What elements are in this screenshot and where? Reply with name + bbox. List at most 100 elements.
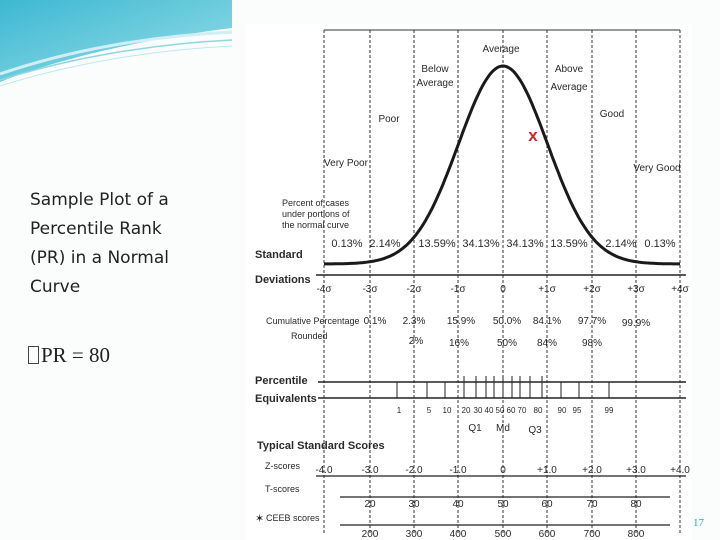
z-label: Z-scores xyxy=(265,461,301,471)
z-tick-3: -2.0 xyxy=(405,465,423,476)
page-number: 17 xyxy=(693,517,704,529)
t-tick-70: 70 xyxy=(586,499,598,510)
ceeb-tick-600: 600 xyxy=(539,529,556,540)
z-tick-9: +4.0 xyxy=(670,465,690,476)
pr-marker: x xyxy=(528,126,538,145)
percent-1: 0.13% xyxy=(331,238,362,250)
pct-tick-70: 70 xyxy=(518,406,527,415)
percent-cases-label-2: under portions of xyxy=(282,209,350,219)
rounded-3: 50% xyxy=(497,338,517,349)
percent-2: 2.14% xyxy=(369,238,400,250)
label-poor: Poor xyxy=(378,114,400,125)
quartile-md: Md xyxy=(496,423,510,434)
ceeb-label: CEEB scores xyxy=(266,513,320,523)
percent-3: 13.59% xyxy=(418,238,456,250)
ceeb-tick-200: 200 xyxy=(362,529,379,540)
sd-tick-+4: +4σ xyxy=(671,284,689,295)
cumulative-5: 84.1% xyxy=(533,316,561,327)
ceeb-star-icon: ✶ xyxy=(255,513,264,525)
pct-tick-5: 5 xyxy=(427,406,432,415)
z-tick-1: -4.0 xyxy=(315,465,333,476)
rounded-2: 16% xyxy=(449,338,469,349)
pct-tick-40: 40 xyxy=(485,406,494,415)
z-tick-7: +2.0 xyxy=(582,465,602,476)
label-very-good: Very Good xyxy=(633,163,680,174)
sd-tick-+2: +2σ xyxy=(583,284,601,295)
sd-tick--1: -1σ xyxy=(450,284,466,295)
sd-tick--4: -4σ xyxy=(316,284,332,295)
sd-label-1: Standard xyxy=(255,249,303,261)
cumulative-4: 50.0% xyxy=(493,316,521,327)
z-tick-8: +3.0 xyxy=(626,465,646,476)
percent-7: 2.14% xyxy=(605,238,636,250)
sd-tick-0: 0 xyxy=(500,284,506,295)
pct-tick-60: 60 xyxy=(507,406,516,415)
pct-tick-99: 99 xyxy=(605,406,614,415)
pct-tick-30: 30 xyxy=(474,406,483,415)
z-tick-5: 0 xyxy=(500,465,506,476)
percentile-label-1: Percentile xyxy=(255,375,308,387)
pct-tick-50: 50 xyxy=(496,406,505,415)
pct-tick-80: 80 xyxy=(534,406,543,415)
sd-tick-+3: +3σ xyxy=(627,284,645,295)
rounded-4: 84% xyxy=(537,338,557,349)
quartile-q3: Q3 xyxy=(528,425,542,436)
normal-curve-figure: Average Below Average Above Average Poor… xyxy=(246,24,692,540)
pct-tick-10: 10 xyxy=(443,406,452,415)
t-tick-50: 50 xyxy=(497,499,509,510)
rounded-label: Rounded xyxy=(291,331,328,341)
z-tick-2: -3.0 xyxy=(361,465,379,476)
t-tick-40: 40 xyxy=(452,499,464,510)
cumulative-label: Cumulative Percentage xyxy=(266,316,360,326)
pct-tick-1: 1 xyxy=(397,406,402,415)
percent-cases-label-1: Percent of cases xyxy=(282,198,350,208)
label-below-average-1: Below xyxy=(421,64,449,75)
t-tick-60: 60 xyxy=(541,499,553,510)
pct-tick-95: 95 xyxy=(573,406,582,415)
percent-4: 34.13% xyxy=(462,238,500,250)
t-tick-80: 80 xyxy=(630,499,642,510)
cumulative-2: 2.3% xyxy=(403,316,426,327)
percent-8: 0.13% xyxy=(644,238,675,250)
label-average: Average xyxy=(482,44,520,55)
t-tick-20: 20 xyxy=(364,499,376,510)
pct-tick-20: 20 xyxy=(462,406,471,415)
ceeb-tick-700: 700 xyxy=(584,529,601,540)
cumulative-1: 0.1% xyxy=(364,316,387,327)
percentile-label-2: Equivalents xyxy=(255,393,317,405)
label-above-average-1: Above xyxy=(555,64,584,75)
t-label: T-scores xyxy=(265,484,300,494)
cumulative-3: 15.9% xyxy=(447,316,475,327)
z-tick-6: +1.0 xyxy=(537,465,557,476)
slide-decoration xyxy=(0,0,232,87)
vertical-guides xyxy=(323,30,681,535)
pr-value: PR = 80 xyxy=(41,343,111,367)
bullet-glyph-icon xyxy=(28,346,39,364)
label-very-poor: Very Poor xyxy=(324,158,369,169)
rounded-5: 98% xyxy=(582,338,602,349)
typical-scores-label: Typical Standard Scores xyxy=(257,440,385,452)
percent-5: 34.13% xyxy=(506,238,544,250)
percentile-hatch xyxy=(396,376,610,398)
normal-curve xyxy=(324,64,680,266)
sd-tick--3: -3σ xyxy=(362,284,378,295)
quartile-q1: Q1 xyxy=(468,423,482,434)
slide-caption: Sample Plot of a Percentile Rank (PR) in… xyxy=(30,190,169,297)
sd-tick-+1: +1σ xyxy=(538,284,556,295)
rounded-1: 2% xyxy=(409,336,424,347)
pct-tick-90: 90 xyxy=(558,406,567,415)
ceeb-tick-500: 500 xyxy=(495,529,512,540)
label-below-average-2: Average xyxy=(416,78,454,89)
ceeb-tick-300: 300 xyxy=(406,529,423,540)
sd-tick--2: -2σ xyxy=(406,284,422,295)
percent-6: 13.59% xyxy=(550,238,588,250)
percent-cases-label-3: the normal curve xyxy=(282,220,349,230)
label-above-average-2: Average xyxy=(550,82,588,93)
pr-bullet: PR = 80 xyxy=(28,343,110,368)
sd-label-2: Deviations xyxy=(255,274,311,286)
t-tick-30: 30 xyxy=(408,499,420,510)
ceeb-tick-800: 800 xyxy=(628,529,645,540)
label-good: Good xyxy=(600,109,624,120)
z-tick-4: -1.0 xyxy=(449,465,467,476)
cumulative-6: 97.7% xyxy=(578,316,606,327)
